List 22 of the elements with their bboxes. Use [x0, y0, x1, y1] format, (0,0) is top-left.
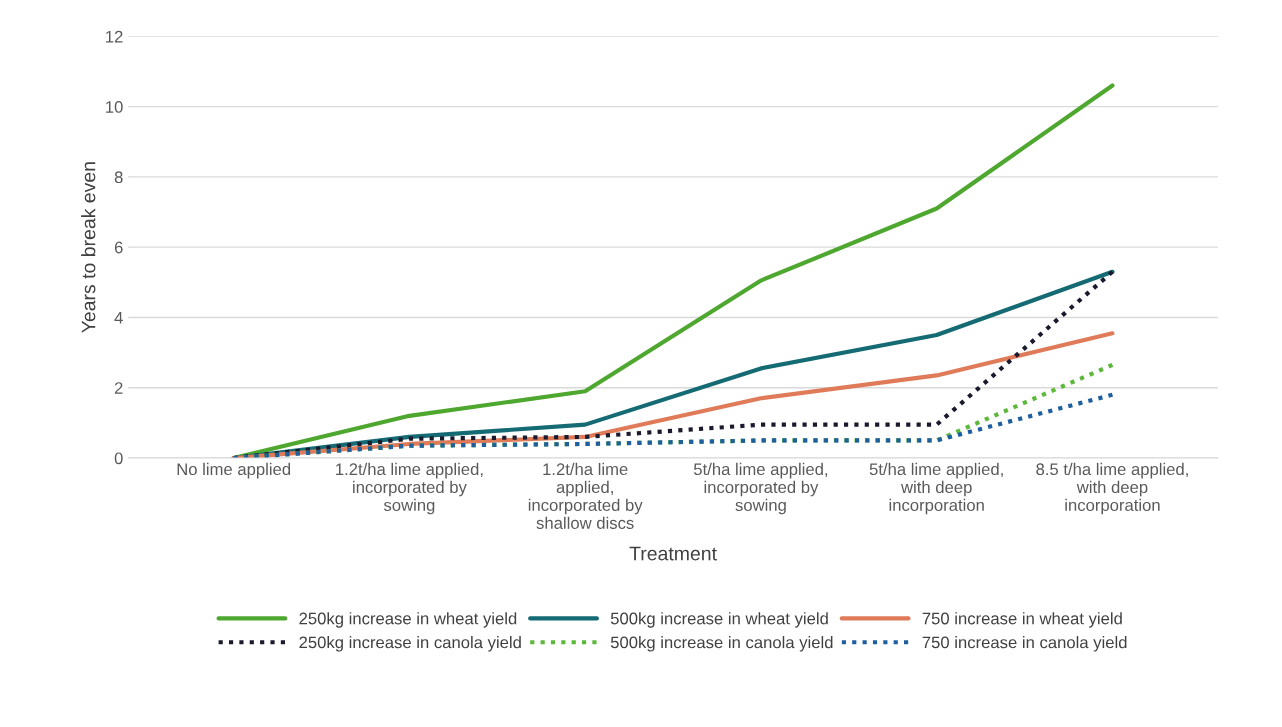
x-tick-label: 1.2t/ha lime applied, incorporated by shallow discs — [528, 462, 643, 529]
x-tick-label: No lime applied — [177, 462, 291, 479]
y-tick-label: 0 — [114, 452, 123, 465]
legend-label: 250kg increase in canola yield — [299, 636, 521, 652]
y-tick-label: 12 — [106, 30, 123, 43]
legend-label: 250kg increase in wheat yield — [299, 612, 517, 628]
x-axis-title: Treatment — [629, 546, 717, 561]
y-tick-label: 8 — [114, 171, 123, 184]
legend-label: 500kg increase in canola yield — [610, 636, 833, 652]
legend-label: 750 increase in canola yield — [922, 636, 1127, 652]
y-tick-label: 6 — [114, 241, 123, 254]
x-tick-label: 5t/ha lime applied, with deep incorporation — [869, 462, 1003, 515]
x-tick-label: 1.2t/ha lime applied, incorporated by sowing — [336, 462, 483, 515]
y-tick-label: 10 — [106, 101, 123, 113]
y-axis-title: Years to break even — [81, 162, 96, 333]
legend-label: 750 increase in wheat yield — [922, 612, 1122, 628]
y-tick-label: 2 — [114, 382, 123, 394]
x-tick-label: 8.5 t/ha lime applied, with deep incorporation — [1036, 462, 1188, 515]
line-series — [231, 392, 1115, 459]
legend-label: 500kg increase in wheat yield — [610, 612, 828, 628]
x-tick-label: 5t/ha lime applied, incorporated by sowing — [693, 462, 828, 515]
y-tick-label: 4 — [114, 312, 123, 324]
